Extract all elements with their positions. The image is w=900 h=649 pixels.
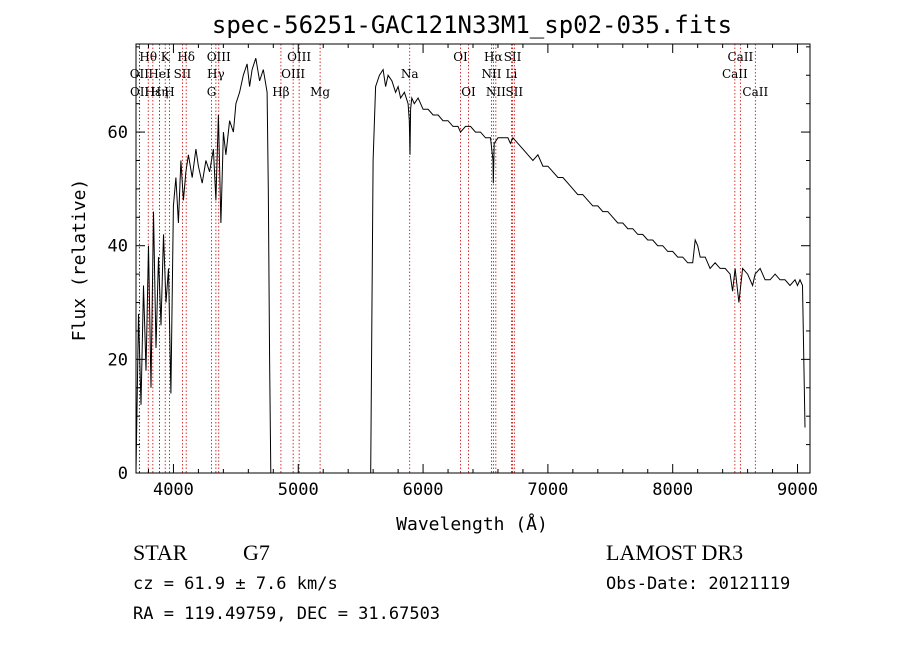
y-tick-label-20: 20 (108, 350, 128, 370)
line-label-23: Hβ (272, 85, 289, 99)
line-label-26: NII (486, 85, 506, 99)
line-label-5: OI (453, 50, 468, 64)
x-axis-label: Wavelength (Å) (396, 513, 548, 535)
spectrum-chart: spec-56251-GAC121N33M1_sp02-035.fits Hθ K… (69, 11, 818, 535)
line-label-17: CaII (722, 67, 748, 81)
line-label-18: OII (130, 85, 150, 99)
line-label-28: CaII (742, 85, 768, 99)
y-tick-label-0: 0 (118, 464, 128, 484)
object-class: STAR (133, 540, 188, 565)
line-label-25: OI (461, 85, 476, 99)
line-label-0: Hθ (139, 50, 157, 64)
line-label-9: OII (130, 67, 150, 81)
line-markers (138, 44, 756, 473)
plot-frame (135, 43, 811, 474)
x-tick-label-6000: 6000 (403, 480, 444, 500)
x-axis: 4000 5000 6000 7000 8000 9000 (147, 44, 818, 500)
line-label-15: NII (481, 67, 501, 81)
line-label-27: SII (505, 85, 523, 99)
line-label-21: H (164, 85, 174, 99)
x-tick-label-5000: 5000 (278, 480, 319, 500)
coordinates: RA = 119.49759, DEC = 31.67503 (133, 604, 441, 624)
survey-name: LAMOST DR3 (606, 540, 744, 565)
x-tick-label-8000: 8000 (652, 480, 693, 500)
line-label-6: Hα (484, 50, 503, 64)
line-label-22: G (207, 85, 217, 99)
line-label-7: SII (504, 50, 522, 64)
line-label-13: OIII (281, 67, 305, 81)
line-label-11: SII (174, 67, 192, 81)
line-label-14: Na (401, 67, 419, 81)
chart-title: spec-56251-GAC121N33M1_sp02-035.fits (212, 11, 732, 39)
x-tick-label-4000: 4000 (153, 480, 194, 500)
y-tick-label-40: 40 (108, 237, 128, 257)
y-axis-label: Flux (relative) (69, 179, 90, 342)
y-tick-label-60: 60 (108, 123, 128, 143)
line-label-1: K (161, 50, 171, 64)
redshift-velocity: cz = 61.9 ± 7.6 km/s (133, 574, 338, 594)
line-label-16: Li (506, 67, 518, 81)
line-label-8: CaII (727, 50, 753, 64)
line-label-4: OIII (287, 50, 311, 64)
x-tick-label-7000: 7000 (527, 480, 568, 500)
observation-date: Obs-Date: 20121119 (606, 574, 791, 594)
line-label-24: Mg (310, 85, 330, 99)
y-axis: 0 20 40 60 (108, 46, 810, 484)
line-label-12: Hγ (207, 67, 225, 81)
line-label-20: Hη (151, 85, 169, 99)
spectrum-line (135, 58, 806, 474)
line-label-3: OIII (207, 50, 231, 64)
line-label-2: Hδ (177, 50, 195, 64)
object-subclass: G7 (243, 540, 270, 565)
line-label-19: Hε (145, 85, 162, 99)
x-tick-label-9000: 9000 (777, 480, 818, 500)
line-label-10: HeI (148, 67, 171, 81)
